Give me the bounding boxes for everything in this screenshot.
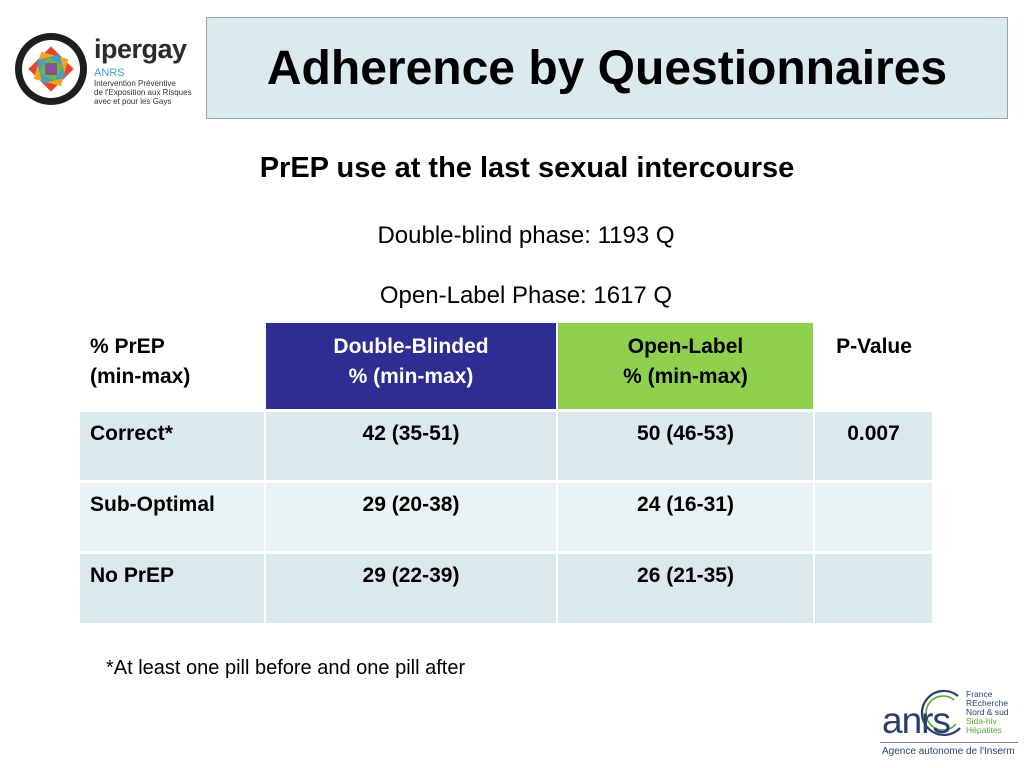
cell-open-label: 50 (46-53) [557,408,815,481]
adherence-table: % PrEP (min-max) Double-Blinded % (min-m… [80,323,934,623]
ipergay-wordmark: ipergay [94,34,187,64]
ipergay-tagline-2: de l'Exposition aux Risques [94,88,192,97]
cell-open-label: 24 (16-31) [557,479,815,552]
anrs-tagline: France REcherche Nord & sud Sida-hiv Hép… [966,690,1009,735]
row-label: Sub-Optimal [80,479,266,552]
cell-p-value: 0.007 [814,408,934,481]
cell-open-label: 26 (21-35) [557,550,815,623]
header-open-label: Open-Label % (min-max) [557,323,815,410]
anrs-line-3: Nord & sud [966,707,1009,717]
row-label: No PrEP [80,550,266,623]
anrs-line-2: REcherche [966,698,1009,708]
header-prep: % PrEP (min-max) [80,323,266,410]
header-db-line2: % (min-max) [348,365,474,388]
header-p-value: P-Value [814,323,933,410]
ipergay-org: ANRS [94,67,125,79]
ipergay-tagline-1: Intervention Préventive [94,79,176,88]
header-prep-line1: % PrEP [90,335,165,358]
slide-title: Adherence by Questionnaires [266,41,948,95]
table-row: No PrEP 29 (22-39) 26 (21-35) [80,550,934,623]
header-ol-line2: % (min-max) [623,365,748,388]
anrs-divider [880,742,1018,743]
ipergay-tagline-3: avec et pour les Gays [94,97,172,106]
cell-p-value [814,479,934,552]
slide-subtitle: PrEP use at the last sexual intercourse [259,152,795,184]
anrs-agency: Agence autonome de l'Inserm [882,746,1015,757]
ipergay-logo: ipergay ANRS Intervention Préventive de … [12,30,192,112]
cell-double-blinded: 29 (20-38) [265,479,558,552]
table-row: Correct* 42 (35-51) 50 (46-53) 0.007 [80,408,934,481]
anrs-line-1: France [966,689,993,699]
header-double-blinded: Double-Blinded % (min-max) [265,323,558,410]
header-db-line1: Double-Blinded [333,335,489,358]
cell-double-blinded: 42 (35-51) [265,408,558,481]
open-label-count: Open-Label Phase: 1617 Q [379,282,673,309]
footnote: *At least one pill before and one pill a… [106,657,466,679]
row-label: Correct* [80,408,266,481]
header-ol-line1: Open-Label [627,335,744,358]
cell-double-blinded: 29 (22-39) [265,550,558,623]
table-header-row: % PrEP (min-max) Double-Blinded % (min-m… [80,323,933,410]
cell-p-value [814,550,934,623]
anrs-logo: anrs France REcherche Nord & sud Sida-hi… [880,686,1020,764]
anrs-ring-icon [920,689,961,737]
anrs-wordmark: anrs [882,700,951,741]
double-blind-count: Double-blind phase: 1193 Q [377,222,675,249]
title-box: Adherence by Questionnaires [206,17,1008,119]
header-prep-line2: (min-max) [90,365,191,388]
ipergay-emblem-icon [15,33,87,105]
table-row: Sub-Optimal 29 (20-38) 24 (16-31) [80,479,934,552]
anrs-line-5: Hépatites [966,725,1002,735]
anrs-line-4: Sida-hiv [966,716,997,726]
